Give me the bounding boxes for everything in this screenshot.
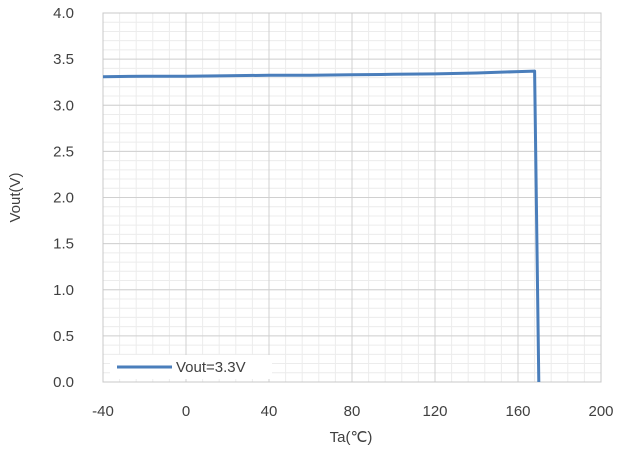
x-axis-tick-labels: -40 0 40 80 120 160 200	[92, 403, 613, 420]
series-layer	[102, 69, 541, 383]
y-tick-label: 1.5	[53, 236, 74, 253]
y-tick-label: 1.0	[53, 282, 74, 299]
legend-label: Vout=3.3V	[176, 359, 246, 376]
x-axis-title: Ta(℃)	[330, 429, 373, 446]
x-tick-label: 40	[261, 403, 278, 420]
y-tick-label: 3.0	[53, 97, 74, 114]
y-tick-label: 2.5	[53, 143, 74, 160]
x-tick-label: 160	[505, 403, 530, 420]
plot-area-border	[102, 12, 602, 383]
x-tick-label: 0	[182, 403, 190, 420]
legend: Vout=3.3V	[110, 355, 272, 379]
x-tick-label: -40	[92, 403, 114, 420]
series-line	[102, 69, 541, 383]
x-tick-label: 120	[422, 403, 447, 420]
y-axis-title: Vout(V)	[7, 172, 24, 222]
y-tick-label: 0.0	[53, 374, 74, 391]
y-tick-label: 4.0	[53, 5, 74, 22]
y-axis-tick-labels: 0.0 0.5 1.0 1.5 2.0 2.5 3.0 3.5 4.0	[53, 5, 74, 391]
x-tick-label: 200	[588, 403, 613, 420]
x-tick-label: 80	[344, 403, 361, 420]
y-tick-label: 3.5	[53, 51, 74, 68]
y-tick-label: 0.5	[53, 328, 74, 345]
y-tick-label: 2.0	[53, 190, 74, 207]
